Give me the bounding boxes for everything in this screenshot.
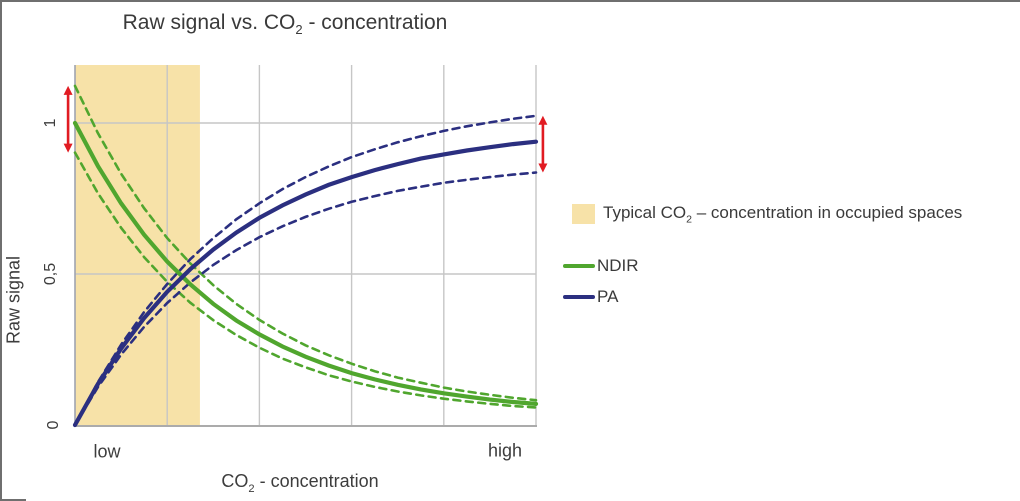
y-tick-0-5: 0,5 <box>42 262 59 286</box>
typical-band-label-subscript: 2 <box>686 213 692 226</box>
ndir-legend-label: NDIR <box>597 256 639 275</box>
signal-spread-arrow-high-head-down <box>538 163 548 173</box>
x-axis-label: CO2 - concentration <box>221 471 378 495</box>
legend-item-typical-band: Typical CO2 – concentration in occupied … <box>572 203 962 225</box>
curve-pa-lower-bound <box>73 171 538 427</box>
legend-item-pa: PA <box>563 287 618 307</box>
typical-band-label-text: Typical CO <box>603 203 687 222</box>
typical-band-swatch <box>572 204 595 225</box>
signal-spread-arrow-low-head-down <box>63 143 73 153</box>
chart-title-text: Raw signal vs. CO <box>122 11 296 34</box>
x-axis-label-text: CO <box>221 471 249 492</box>
legend-item-ndir: NDIR <box>563 256 639 276</box>
curve-ndir-upper-bound <box>73 84 538 402</box>
typical-band-label-text-end: – concentration in occupied spaces <box>692 203 963 222</box>
frame-bottom-border-segment <box>0 499 26 501</box>
signal-spread-arrow-low-head-up <box>63 85 73 95</box>
curve-ndir-lower-bound <box>73 151 538 409</box>
frame-top-border <box>0 0 1020 2</box>
signal-spread-arrow-high-head-up <box>538 115 548 125</box>
x-tick-low: low <box>93 441 121 462</box>
x-axis-label-subscript: 2 <box>248 482 255 495</box>
chart-title-text-end: - concentration <box>302 11 448 34</box>
typical-co2-band <box>75 65 200 425</box>
frame-left-border <box>0 0 2 501</box>
curve-pa <box>72 139 539 428</box>
curve-ndir <box>72 120 539 406</box>
pa-legend-line <box>563 295 595 299</box>
y-axis-label: Raw signal <box>3 255 24 345</box>
y-tick-0: 0 <box>45 420 62 430</box>
pa-legend-label: PA <box>597 287 619 306</box>
y-tick-1: 1 <box>42 118 59 128</box>
chart-title: Raw signal vs. CO2 - concentration <box>20 11 550 37</box>
chart-title-subscript: 2 <box>295 22 303 38</box>
curve-pa-upper-bound <box>73 114 538 427</box>
x-axis-label-text-end: - concentration <box>254 471 379 492</box>
ndir-legend-line <box>563 264 595 268</box>
x-tick-high: high <box>487 440 523 461</box>
typical-band-label: Typical CO2 – concentration in occupied … <box>603 203 962 225</box>
